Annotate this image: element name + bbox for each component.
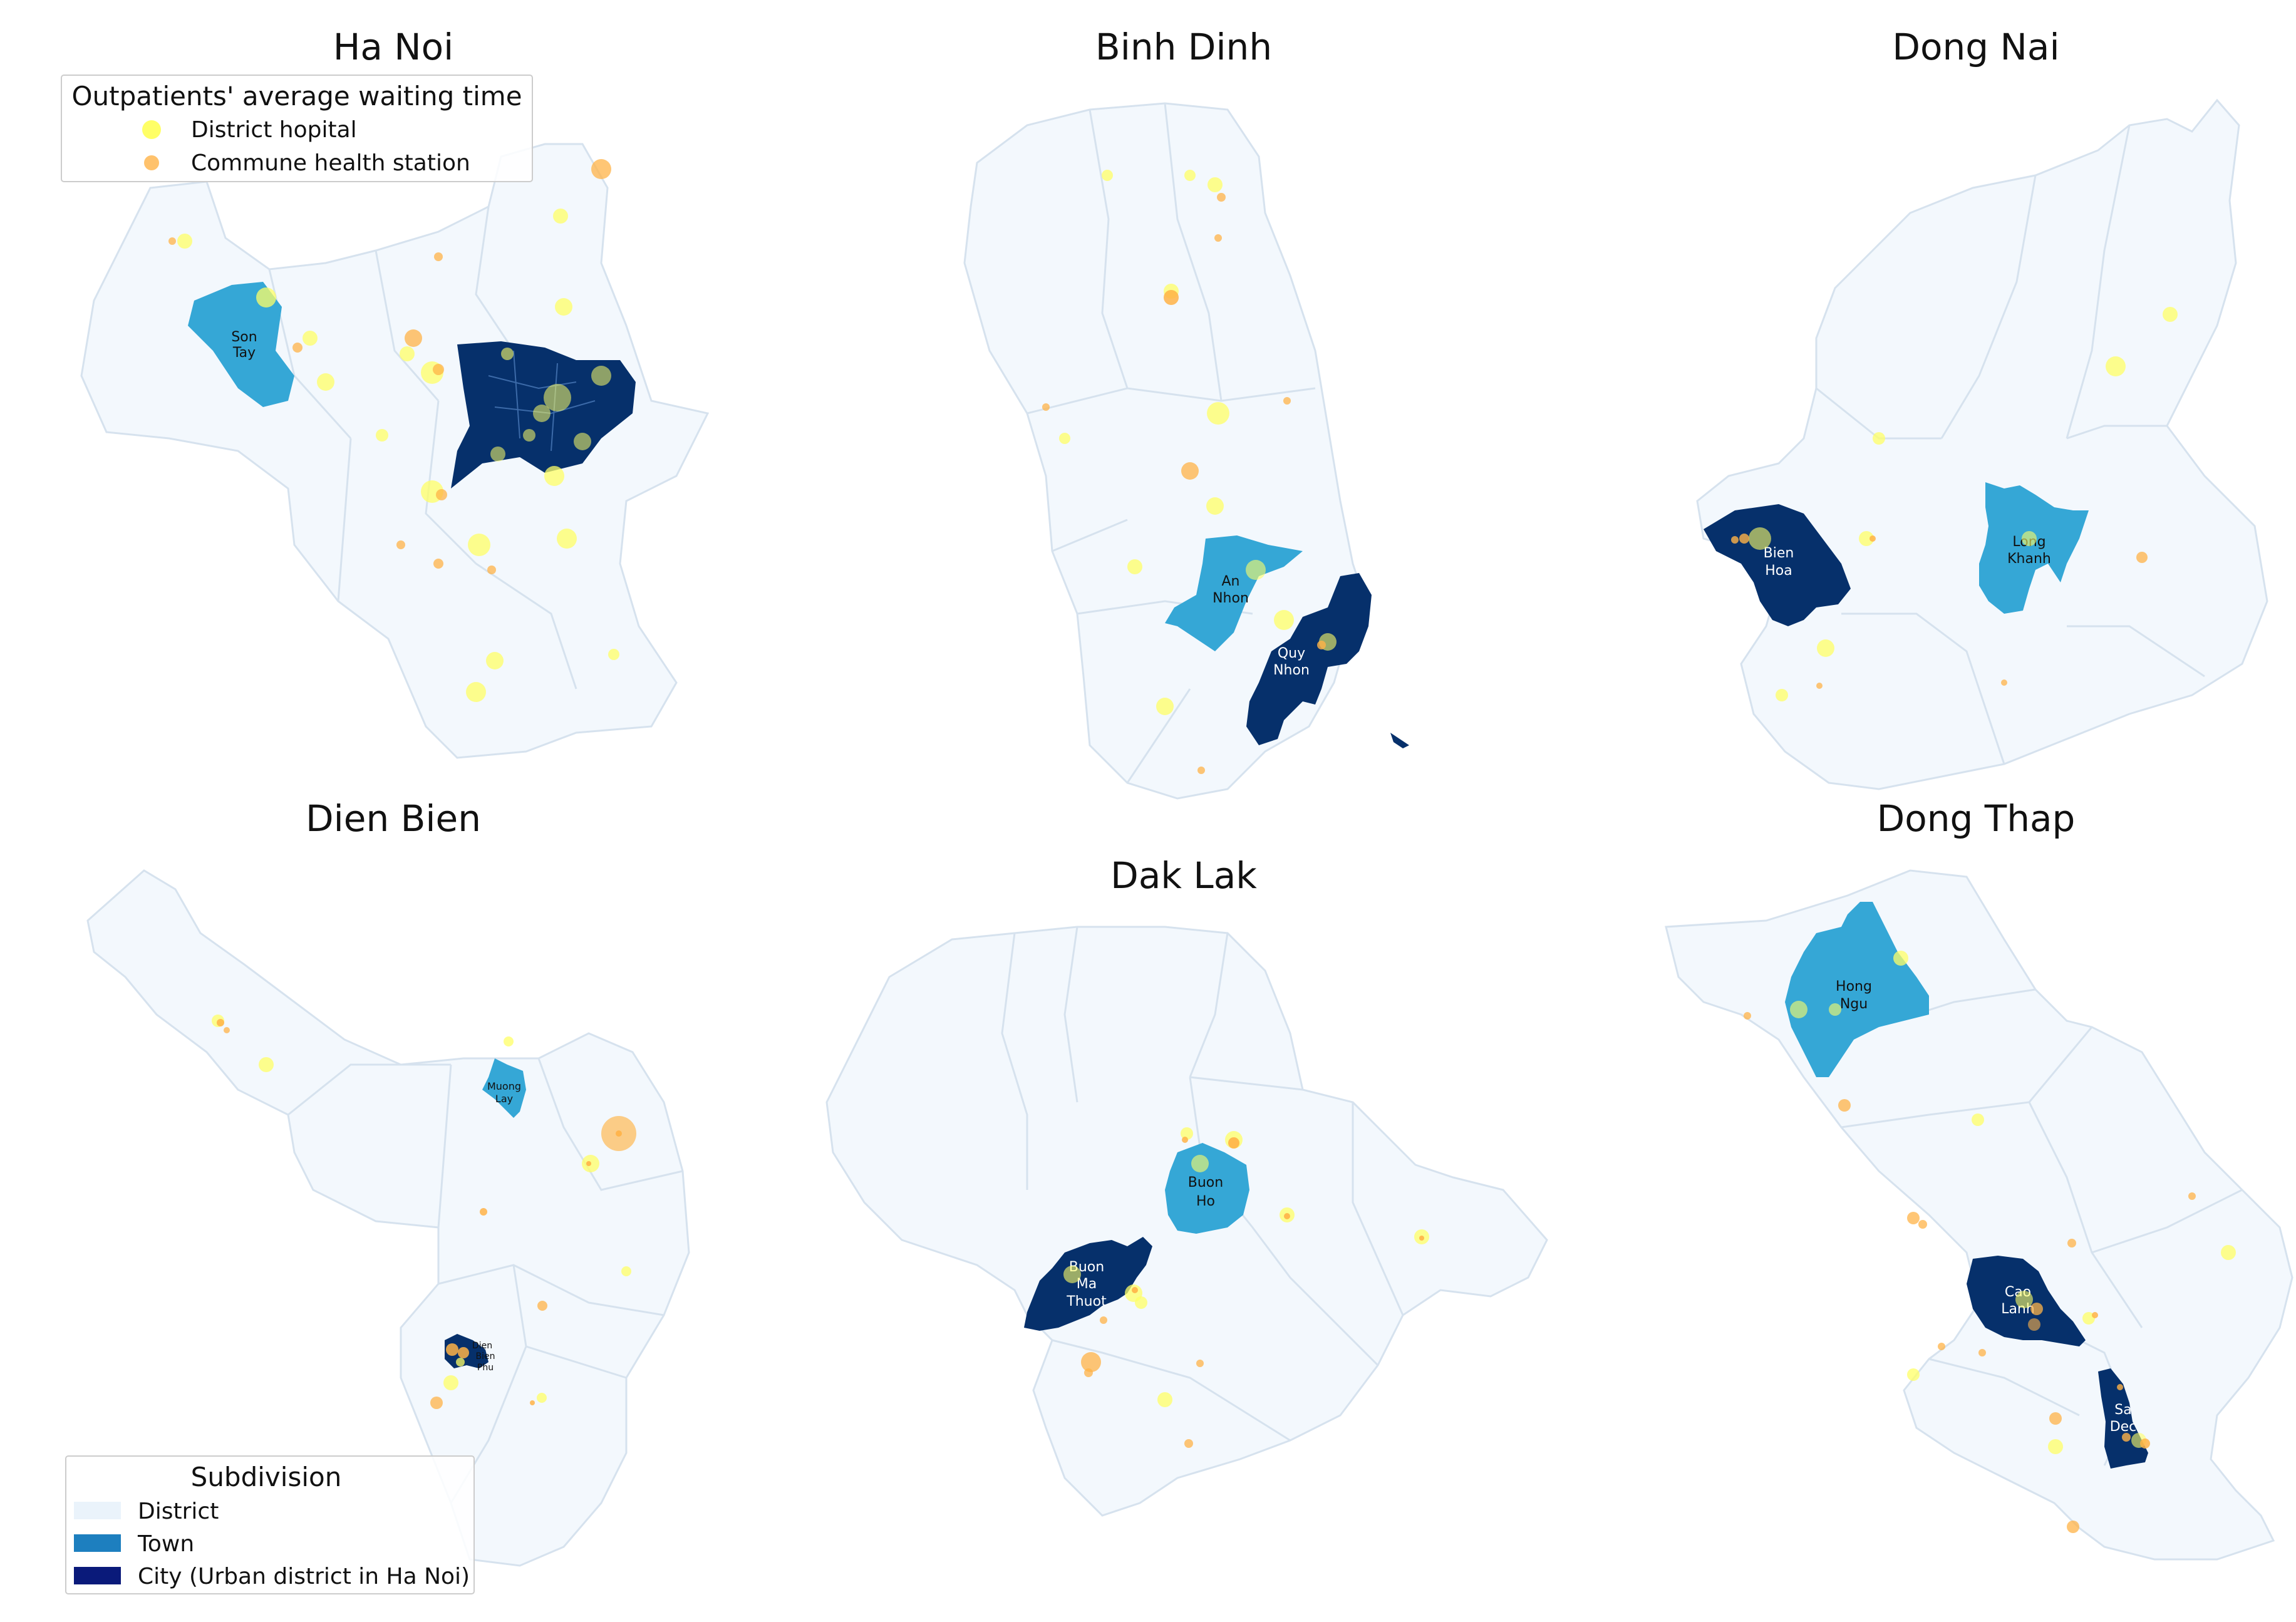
city-label: Quy — [1278, 646, 1305, 661]
legend-waiting-time: Outpatients' average waiting time Distri… — [61, 75, 533, 182]
panel-ha-noi: Ha Noi Son Tay — [61, 26, 710, 759]
legend-title: Outpatients' average waiting time — [71, 81, 522, 111]
district-boundary — [1026, 103, 1316, 783]
facility-markers — [1063, 1127, 1429, 1448]
district-boundary — [1001, 926, 1404, 1442]
city-label: Ma — [1077, 1276, 1097, 1292]
province-district-area — [1696, 98, 2268, 790]
city-label: Dien — [472, 1341, 492, 1351]
panel-title: Ha Noi — [333, 26, 454, 68]
town-area-buon-ho — [1165, 1143, 1249, 1234]
district-swatch-icon — [74, 1502, 121, 1519]
city-swatch-icon — [74, 1567, 121, 1584]
legend-frame — [61, 75, 533, 182]
town-area-long-khanh — [1979, 482, 2089, 614]
city-area-bien-hoa — [1704, 504, 1851, 626]
facility-markers — [1042, 170, 1337, 774]
panel-title: Dien Bien — [306, 797, 481, 840]
city-area-quy-nhon — [1246, 573, 1372, 745]
panel-dak-lak: Dak Lak Buon Ho Buon Ma Thuot — [825, 854, 1548, 1517]
legend-item-label: Town — [137, 1531, 194, 1557]
town-area-son-tay — [188, 282, 294, 407]
panel-binh-dinh: Binh Dinh An Nhon Quy Nhon — [963, 26, 1409, 800]
town-label: Son — [231, 329, 257, 345]
city-label: Dec — [2110, 1419, 2137, 1435]
facility-markers — [168, 159, 619, 702]
panel-title: Dong Thap — [1877, 797, 2076, 840]
town-area-hong-ngu — [1785, 902, 1929, 1077]
panel-dong-thap: Dong Thap Hong Ngu Cao Lanh Sa Dec — [1665, 797, 2293, 1561]
panel-title: Binh Dinh — [1095, 26, 1272, 68]
panel-title: Dak Lak — [1110, 854, 1257, 897]
province-district-area — [86, 869, 690, 1567]
town-label: Khanh — [2007, 551, 2051, 567]
legend-subdivision: Subdivision District Town City (Urban di… — [65, 1455, 475, 1594]
town-label: Ho — [1196, 1194, 1215, 1209]
district-hospital-marker-icon — [142, 120, 161, 139]
legend-item-label: District hopital — [191, 117, 357, 143]
town-label: Lay — [495, 1093, 513, 1105]
panel-dong-nai: Dong Nai Bien Hoa Long Khanh — [1696, 26, 2268, 790]
town-swatch-icon — [74, 1534, 121, 1552]
panel-dien-bien: Dien Bien Muong Lay Dien Bien Phu — [65, 797, 690, 1594]
town-label: Hong — [1836, 979, 1872, 994]
facility-markers — [212, 1015, 636, 1409]
legend-item-label: District — [138, 1499, 219, 1524]
facility-markers — [1731, 307, 2178, 701]
province-district-area — [80, 143, 710, 759]
district-boundary — [1841, 988, 2243, 1466]
town-area-muong-lay — [482, 1058, 526, 1118]
city-label: Hoa — [1765, 563, 1792, 579]
town-label: Buon — [1188, 1175, 1223, 1191]
panel-title: Dong Nai — [1892, 26, 2059, 68]
province-district-area — [1665, 869, 2293, 1561]
province-district-area — [963, 102, 1367, 800]
commune-station-marker-icon — [144, 155, 159, 170]
town-label: Nhon — [1213, 591, 1249, 606]
legend-frame — [65, 1455, 475, 1594]
island-area — [1390, 733, 1409, 748]
city-label: Bien — [476, 1351, 495, 1361]
legend-title: Subdivision — [191, 1462, 342, 1492]
district-boundary — [287, 1058, 683, 1504]
city-label: Nhon — [1273, 663, 1310, 678]
town-area-an-nhon — [1165, 535, 1303, 651]
city-label: Sa — [2114, 1402, 2131, 1418]
town-label: Ngu — [1840, 996, 1868, 1012]
legend-item-label: City (Urban district in Ha Noi) — [138, 1564, 470, 1589]
city-label: Phu — [477, 1363, 494, 1373]
facility-markers — [1744, 951, 2236, 1533]
legend-item-label: Commune health station — [191, 150, 470, 176]
city-label: Bien — [1764, 545, 1794, 561]
town-label: Tay — [232, 345, 256, 361]
urban-district-boundary — [488, 350, 596, 452]
town-label: Muong — [487, 1080, 521, 1092]
city-area-buon-ma-thuot — [1024, 1237, 1152, 1331]
city-label: Thuot — [1066, 1294, 1107, 1309]
town-label: An — [1222, 574, 1240, 589]
